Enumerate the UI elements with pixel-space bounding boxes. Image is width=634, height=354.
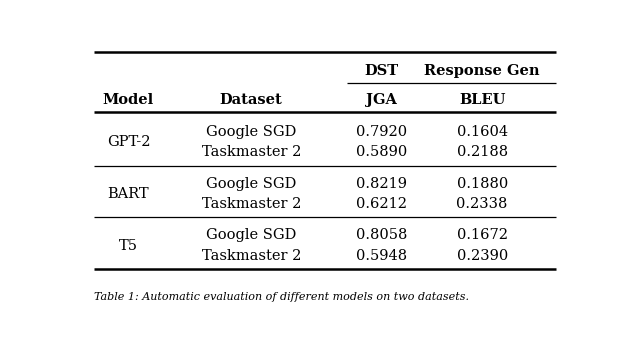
- Text: Dataset: Dataset: [220, 93, 283, 107]
- Text: 0.2338: 0.2338: [456, 197, 508, 211]
- Text: Taskmaster 2: Taskmaster 2: [202, 249, 301, 263]
- Text: 0.5948: 0.5948: [356, 249, 407, 263]
- Text: JGA: JGA: [366, 93, 397, 107]
- Text: 0.1672: 0.1672: [456, 228, 508, 242]
- Text: Google SGD: Google SGD: [206, 228, 297, 242]
- Text: Response Gen: Response Gen: [424, 64, 540, 78]
- Text: BART: BART: [108, 187, 149, 201]
- Text: DST: DST: [365, 64, 399, 78]
- Text: 0.2390: 0.2390: [456, 249, 508, 263]
- Text: 0.8219: 0.8219: [356, 177, 407, 191]
- Text: Taskmaster 2: Taskmaster 2: [202, 145, 301, 159]
- Text: Table 1: Automatic evaluation of different models on two datasets.: Table 1: Automatic evaluation of differe…: [94, 292, 469, 302]
- Text: Google SGD: Google SGD: [206, 125, 297, 139]
- Text: 0.1880: 0.1880: [456, 177, 508, 191]
- Text: 0.7920: 0.7920: [356, 125, 407, 139]
- Text: 0.2188: 0.2188: [456, 145, 508, 159]
- Text: GPT-2: GPT-2: [107, 135, 150, 149]
- Text: 0.6212: 0.6212: [356, 197, 407, 211]
- Text: T5: T5: [119, 239, 138, 252]
- Text: 0.8058: 0.8058: [356, 228, 407, 242]
- Text: Model: Model: [103, 93, 154, 107]
- Text: Taskmaster 2: Taskmaster 2: [202, 197, 301, 211]
- Text: 0.5890: 0.5890: [356, 145, 407, 159]
- Text: BLEU: BLEU: [459, 93, 505, 107]
- Text: Google SGD: Google SGD: [206, 177, 297, 191]
- Text: 0.1604: 0.1604: [456, 125, 508, 139]
